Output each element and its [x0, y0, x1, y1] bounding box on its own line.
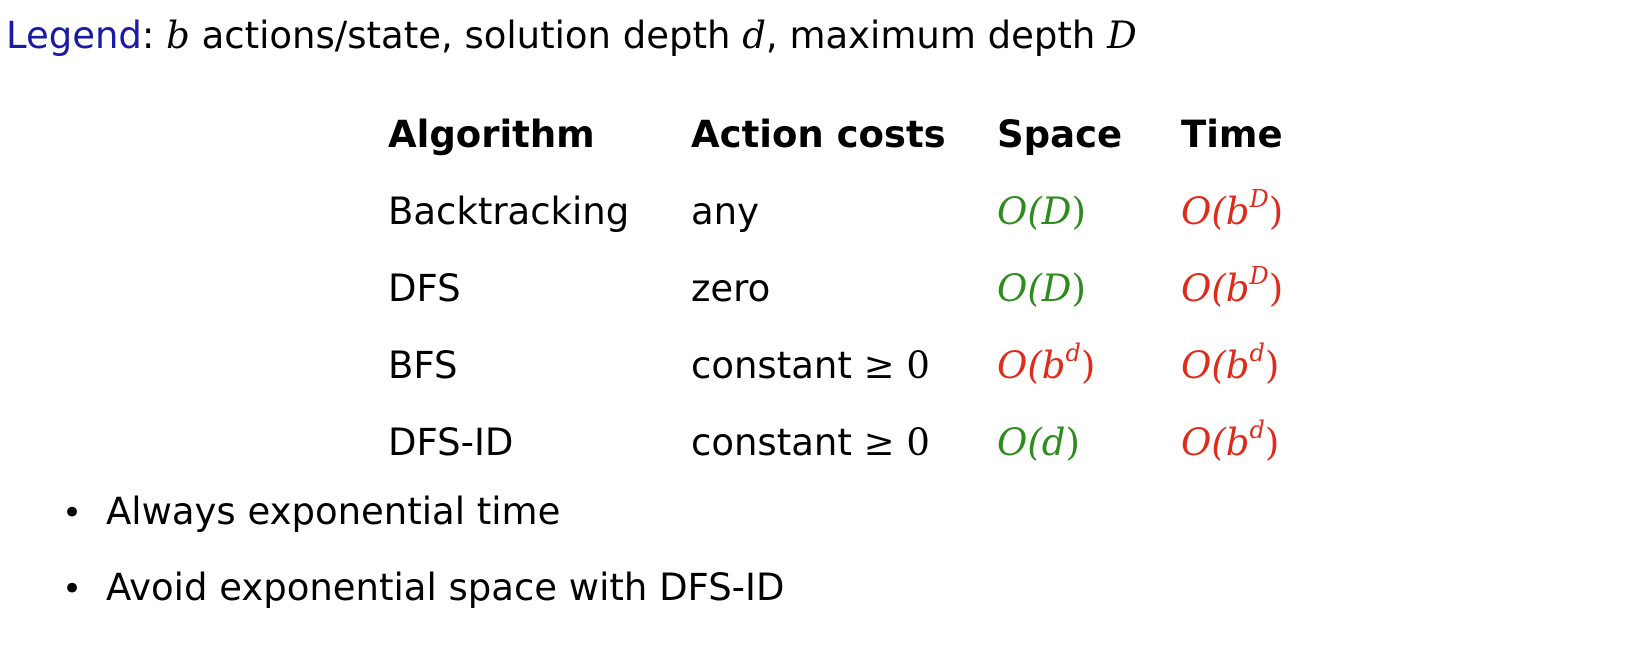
header-action-costs: Action costs [691, 113, 946, 156]
time-complexity-cell: O(bD) [1181, 185, 1284, 233]
header-algorithm: Algorithm [388, 113, 595, 156]
algorithm-comparison-table: Algorithm Action costs Space Time Backtr… [388, 96, 1311, 481]
bullet-icon: • [62, 569, 83, 609]
action-costs-cell: constant ≥ 0 [691, 344, 930, 387]
bullet-list: • Always exponential time • Avoid exponent… [62, 488, 784, 640]
bullet-text: Always exponential time [106, 490, 561, 533]
table-row: Backtracking any O(D) O(bD) [388, 173, 1311, 250]
list-item: • Always exponential time [62, 488, 784, 564]
space-complexity-cell: O(D) [997, 190, 1086, 233]
legend-text-2: , maximum depth [765, 14, 1108, 57]
space-complexity-cell: O(d) [997, 421, 1080, 464]
bullet-text: Avoid exponential space with DFS-ID [106, 566, 785, 609]
time-complexity-cell: O(bd) [1181, 339, 1280, 387]
list-item: • Avoid exponential space with DFS-ID [62, 564, 784, 640]
time-complexity-cell: O(bD) [1181, 262, 1284, 310]
space-complexity-cell: O(D) [997, 267, 1086, 310]
action-costs-cell: zero [691, 267, 771, 310]
legend-var-D: D [1107, 14, 1137, 57]
legend-var-b: b [166, 14, 190, 57]
table-row: DFS zero O(D) O(bD) [388, 250, 1311, 327]
table-header-row: Algorithm Action costs Space Time [388, 96, 1311, 173]
table-row: BFS constant ≥ 0 O(bd) O(bd) [388, 327, 1311, 404]
header-time: Time [1181, 113, 1283, 156]
algorithm-cell: Backtracking [388, 190, 630, 233]
algorithm-cell: DFS-ID [388, 421, 514, 464]
header-space: Space [997, 113, 1123, 156]
bullet-icon: • [62, 493, 83, 533]
algorithm-cell: DFS [388, 267, 461, 310]
legend-key: Legend [6, 14, 142, 57]
action-costs-cell: constant ≥ 0 [691, 421, 930, 464]
algorithm-cell: BFS [388, 344, 458, 387]
legend-line: Legend: b actions/state, solution depth … [6, 12, 1137, 60]
space-complexity-cell: O(bd) [997, 339, 1096, 387]
time-complexity-cell: O(bd) [1181, 416, 1280, 464]
legend-var-d: d [742, 14, 766, 57]
legend-text-1: actions/state, solution depth [189, 14, 743, 57]
table-row: DFS-ID constant ≥ 0 O(d) O(bd) [388, 404, 1311, 481]
legend-colon: : [141, 14, 155, 57]
action-costs-cell: any [691, 190, 760, 233]
